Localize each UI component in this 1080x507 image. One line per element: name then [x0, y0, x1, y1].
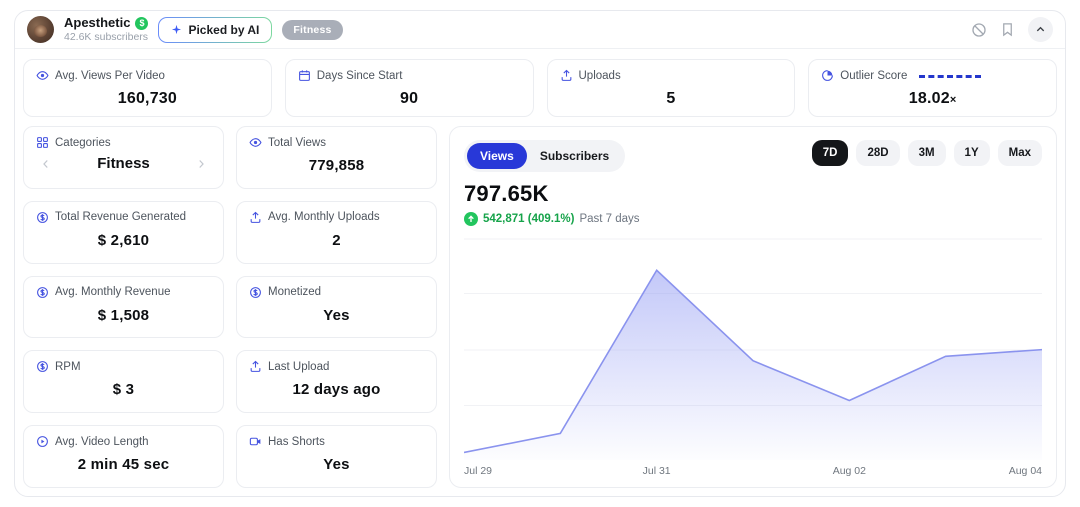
upload-icon — [249, 211, 262, 224]
channel-meta: Apesthetic $ 42.6K subscribers — [64, 15, 149, 43]
card-rpm: RPM $ 3 — [23, 350, 224, 414]
stat-value: 160,730 — [117, 90, 177, 107]
total-views-value: 797.65K — [464, 181, 549, 206]
eye-icon — [249, 136, 262, 149]
monetized-badge-icon: $ — [135, 16, 149, 30]
stat-value: 90 — [400, 90, 419, 107]
hide-icon[interactable] — [971, 22, 987, 38]
collapse-button[interactable] — [1028, 17, 1053, 42]
stat-value: 5 — [666, 90, 676, 107]
stat-card-outlier-score: Outlier Score 18.02× — [808, 59, 1057, 117]
bookmark-icon[interactable] — [1000, 22, 1015, 37]
chevron-up-icon — [1036, 26, 1045, 32]
x-tick: Jul 31 — [642, 465, 671, 477]
main-content: Categories Fitness Total — [15, 126, 1065, 496]
time-range-group: 7D 28D 3M 1Y Max — [811, 140, 1042, 166]
stat-card-days-since-start: Days Since Start 90 — [284, 59, 534, 117]
top-bar: Apesthetic $ 42.6K subscribers Picked by… — [15, 11, 1065, 49]
picked-by-ai-button[interactable]: Picked by AI — [158, 17, 272, 43]
subscriber-count: 42.6K subscribers — [64, 30, 149, 43]
category-value: Fitness — [97, 155, 150, 172]
stats-row: Avg. Views Per Video 160,730 Days Since … — [15, 49, 1065, 126]
dollar-circle-icon — [249, 286, 262, 299]
card-total-revenue: Total Revenue Generated $ 2,610 — [23, 200, 224, 264]
dollar-circle-icon — [36, 360, 49, 373]
card-categories: Categories Fitness — [23, 126, 224, 189]
range-max[interactable]: Max — [997, 140, 1042, 166]
channel-avatar[interactable] — [27, 16, 54, 43]
chevron-left-icon — [43, 159, 48, 168]
card-avg-monthly-uploads: Avg. Monthly Uploads 2 — [236, 200, 437, 264]
range-3m[interactable]: 3M — [907, 140, 946, 166]
stat-card-avg-views: Avg. Views Per Video 160,730 — [23, 59, 272, 117]
x-tick: Aug 02 — [832, 465, 866, 477]
category-prev-button[interactable] — [38, 156, 54, 172]
picked-by-ai-label: Picked by AI — [188, 22, 260, 37]
card-avg-monthly-revenue: Avg. Monthly Revenue $ 1,508 — [23, 275, 224, 339]
stat-card-uploads: Uploads 5 — [546, 59, 796, 117]
outlier-trend-dashes — [919, 74, 982, 78]
card-has-shorts: Has Shorts Yes — [236, 425, 437, 488]
x-tick: Jul 29 — [464, 465, 493, 477]
card-monetized: Monetized Yes — [236, 275, 437, 339]
card-avg-video-length: Avg. Video Length 2 min 45 sec — [23, 425, 224, 488]
dollar-circle-icon — [36, 211, 49, 224]
area-chart-svg — [464, 238, 1042, 460]
range-7d[interactable]: 7D — [811, 140, 849, 166]
tab-subscribers[interactable]: Subscribers — [539, 149, 610, 163]
views-icon — [36, 69, 49, 82]
channel-analytics-panel: Apesthetic $ 42.6K subscribers Picked by… — [14, 10, 1066, 497]
upload-icon — [249, 360, 262, 373]
play-circle-icon — [36, 435, 49, 448]
channel-info-grid: Categories Fitness Total — [23, 126, 437, 488]
card-last-upload: Last Upload 12 days ago — [236, 350, 437, 414]
pie-chart-icon — [821, 69, 834, 82]
change-row: 542,871 (409.1%) Past 7 days — [464, 212, 1042, 226]
category-tag: Fitness — [282, 19, 343, 40]
category-next-button[interactable] — [193, 156, 209, 172]
tab-views[interactable]: Views — [467, 143, 527, 169]
change-value: 542,871 (409.1%) — [483, 213, 575, 225]
calendar-icon — [298, 69, 311, 82]
range-1y[interactable]: 1Y — [953, 140, 990, 166]
dollar-circle-icon — [36, 286, 49, 299]
channel-name: Apesthetic — [64, 15, 131, 30]
x-axis: Jul 29 Jul 31 Aug 02 Aug 04 — [464, 463, 1042, 479]
video-icon — [249, 435, 262, 448]
card-total-views: Total Views 779,858 — [236, 126, 437, 189]
change-period: Past 7 days — [579, 213, 640, 225]
chevron-right-icon — [199, 159, 204, 168]
views-area-chart[interactable] — [464, 238, 1042, 460]
grid-icon — [36, 136, 49, 149]
metric-toggle-group: Views Subscribers — [464, 140, 626, 172]
stat-value: 18.02× — [908, 90, 957, 107]
ai-sparkle-icon — [171, 24, 182, 35]
chart-panel: Views Subscribers 7D 28D 3M 1Y Max 797.6… — [449, 126, 1057, 488]
x-tick: Aug 04 — [1008, 465, 1042, 477]
upload-icon — [560, 69, 573, 82]
range-28d[interactable]: 28D — [856, 140, 900, 166]
arrow-up-circle-icon — [464, 212, 478, 226]
